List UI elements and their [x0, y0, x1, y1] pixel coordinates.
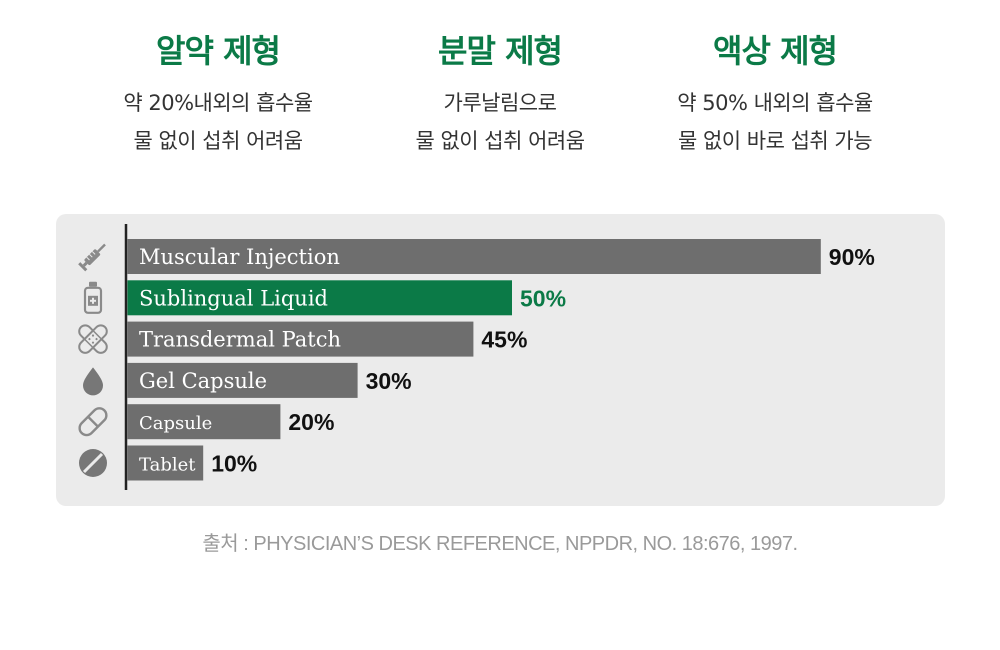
column-line: 가루날림으로	[443, 91, 557, 115]
drop-icon	[83, 367, 103, 396]
column-line: 물 없이 바로 섭취 가능	[677, 129, 873, 153]
bandage-patch-icon	[78, 324, 108, 354]
bar	[127, 321, 474, 357]
bar-value-label: 45%	[481, 327, 527, 353]
bar-category-label: Sublingual Liquid	[139, 286, 328, 310]
syringe-icon	[78, 243, 106, 272]
capsule-icon	[78, 407, 108, 437]
bar	[127, 362, 358, 398]
column-title: 알약 제형	[156, 32, 281, 70]
column-liquid: 액상 제형 약 50% 내외의 흡수율 물 없이 바로 섭취 가능	[625, 26, 925, 160]
column-tablet: 알약 제형 약 20%내외의 흡수율 물 없이 섭취 어려움	[68, 26, 368, 160]
bar-value-label: 90%	[829, 244, 875, 270]
bar-category-label: Tablet	[139, 455, 196, 476]
bar	[127, 239, 821, 274]
bar-value-label: 20%	[288, 409, 334, 435]
bar-value-label: 50%	[520, 285, 566, 311]
source-citation: 출처 : PHYSICIAN’S DESK REFERENCE, NPPDR, …	[202, 533, 798, 555]
bar-category-label: Transdermal Patch	[139, 328, 341, 352]
bar	[127, 445, 204, 481]
chart-panel: Muscular Injection 90% Sublingual Liquid 50…	[56, 214, 945, 506]
column-title: 분말 제형	[438, 32, 563, 70]
column-line: 약 50% 내외의 흡수율	[677, 91, 873, 115]
column-line: 물 없이 섭취 어려움	[415, 129, 585, 153]
bar-value-label: 10%	[211, 451, 257, 477]
absorption-bar-chart: Muscular Injection 90% Sublingual Liquid 50…	[78, 224, 875, 490]
column-line: 물 없이 섭취 어려움	[133, 129, 303, 153]
column-line: 약 20%내외의 흡수율	[123, 91, 313, 115]
bar	[127, 280, 512, 316]
column-title: 액상 제형	[713, 32, 838, 70]
column-powder: 분말 제형 가루날림으로 물 없이 섭취 어려움	[350, 26, 650, 160]
tablet-icon	[79, 449, 107, 477]
bar-category-label: Gel Capsule	[139, 369, 267, 393]
bar-category-label: Capsule	[139, 413, 212, 434]
bar-category-label: Muscular Injection	[139, 245, 340, 269]
bar	[127, 404, 281, 440]
liquid-bottle-icon	[83, 281, 103, 314]
bar-value-label: 30%	[366, 368, 412, 394]
